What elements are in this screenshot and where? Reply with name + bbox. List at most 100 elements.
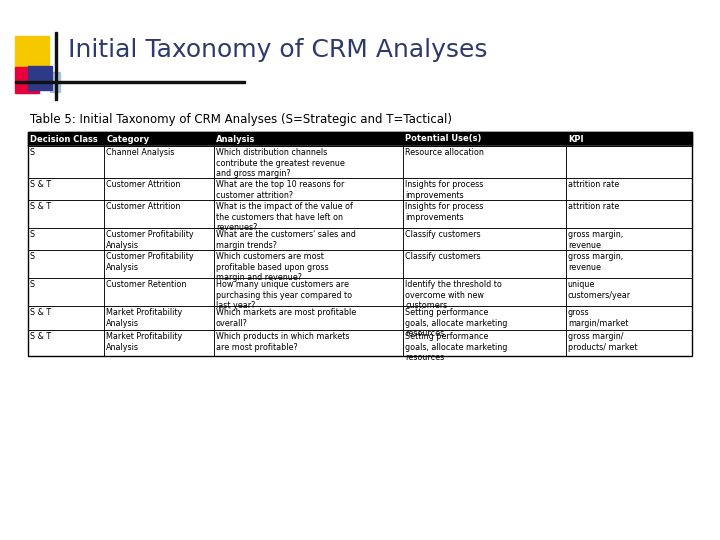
Bar bbox=[104, 178, 214, 200]
Text: S & T: S & T bbox=[30, 332, 51, 341]
Text: S: S bbox=[30, 148, 35, 157]
Bar bbox=[28, 278, 104, 306]
Bar bbox=[566, 228, 692, 250]
Bar bbox=[566, 178, 692, 200]
Bar bbox=[566, 228, 692, 250]
Bar bbox=[566, 306, 692, 330]
Bar bbox=[104, 200, 214, 228]
Bar bbox=[566, 330, 692, 356]
Bar bbox=[104, 330, 214, 356]
Bar bbox=[28, 132, 104, 146]
Bar bbox=[28, 66, 52, 90]
Text: Channel Analysis: Channel Analysis bbox=[107, 148, 175, 157]
Bar bbox=[403, 178, 566, 200]
Bar bbox=[214, 250, 403, 278]
Bar bbox=[28, 330, 104, 356]
Bar bbox=[214, 228, 403, 250]
Bar bbox=[15, 36, 49, 70]
Bar bbox=[55, 32, 57, 100]
Bar bbox=[28, 200, 104, 228]
Bar bbox=[214, 330, 403, 356]
Text: Which distribution channels
contribute the greatest revenue
and gross margin?: Which distribution channels contribute t… bbox=[216, 148, 345, 179]
Text: unique
customers/year: unique customers/year bbox=[568, 280, 631, 300]
Text: S: S bbox=[30, 280, 35, 289]
Bar bbox=[28, 178, 104, 200]
Bar bbox=[15, 81, 245, 83]
Bar bbox=[214, 200, 403, 228]
Text: S & T: S & T bbox=[30, 202, 51, 211]
Text: Customer Profitability
Analysis: Customer Profitability Analysis bbox=[107, 230, 194, 249]
Bar bbox=[214, 132, 403, 146]
Text: Setting performance
goals, allocate marketing
resources: Setting performance goals, allocate mark… bbox=[405, 308, 508, 339]
Text: Insights for process
improvements: Insights for process improvements bbox=[405, 180, 484, 200]
Text: Customer Profitability
Analysis: Customer Profitability Analysis bbox=[107, 252, 194, 272]
Bar bbox=[104, 278, 214, 306]
Bar bbox=[28, 278, 104, 306]
Bar bbox=[403, 200, 566, 228]
Bar bbox=[403, 306, 566, 330]
Text: Potential Use(s): Potential Use(s) bbox=[405, 134, 482, 144]
Text: Which customers are most
profitable based upon gross
margin and revenue?: Which customers are most profitable base… bbox=[216, 252, 328, 282]
Bar bbox=[566, 178, 692, 200]
Text: attrition rate: attrition rate bbox=[568, 202, 619, 211]
Bar bbox=[104, 306, 214, 330]
Bar bbox=[403, 330, 566, 356]
Text: Identify the threshold to
overcome with new
customers: Identify the threshold to overcome with … bbox=[405, 280, 502, 310]
Text: gross margin/
products/ market: gross margin/ products/ market bbox=[568, 332, 637, 352]
Bar bbox=[403, 132, 566, 146]
Bar bbox=[28, 132, 692, 356]
Bar bbox=[566, 132, 692, 146]
Text: Market Profitability
Analysis: Market Profitability Analysis bbox=[107, 332, 183, 352]
Bar bbox=[403, 278, 566, 306]
Text: Which products in which markets
are most profitable?: Which products in which markets are most… bbox=[216, 332, 349, 352]
Bar bbox=[214, 278, 403, 306]
Bar bbox=[28, 306, 104, 330]
Text: Category: Category bbox=[107, 134, 150, 144]
Text: gross margin,
revenue: gross margin, revenue bbox=[568, 252, 623, 272]
Bar bbox=[566, 250, 692, 278]
Bar bbox=[403, 306, 566, 330]
Bar bbox=[214, 306, 403, 330]
Text: S: S bbox=[30, 230, 35, 239]
Bar bbox=[104, 200, 214, 228]
Text: S & T: S & T bbox=[30, 180, 51, 189]
Bar bbox=[50, 72, 60, 92]
Bar bbox=[566, 132, 692, 146]
Bar bbox=[15, 67, 39, 93]
Bar bbox=[214, 146, 403, 178]
Bar bbox=[566, 200, 692, 228]
Text: gross
margin/market: gross margin/market bbox=[568, 308, 629, 328]
Text: Market Profitability
Analysis: Market Profitability Analysis bbox=[107, 308, 183, 328]
Text: Decision Class: Decision Class bbox=[30, 134, 98, 144]
Bar bbox=[566, 330, 692, 356]
Bar bbox=[104, 250, 214, 278]
Bar bbox=[566, 250, 692, 278]
Bar bbox=[403, 330, 566, 356]
Bar bbox=[104, 330, 214, 356]
Bar bbox=[28, 146, 104, 178]
Text: Setting performance
goals, allocate marketing
resources: Setting performance goals, allocate mark… bbox=[405, 332, 508, 362]
Bar bbox=[28, 200, 104, 228]
Bar bbox=[214, 250, 403, 278]
Bar bbox=[566, 306, 692, 330]
Text: S & T: S & T bbox=[30, 308, 51, 317]
Text: Customer Attrition: Customer Attrition bbox=[107, 180, 181, 189]
Text: How many unique customers are
purchasing this year compared to
last year?: How many unique customers are purchasing… bbox=[216, 280, 352, 310]
Bar bbox=[403, 178, 566, 200]
Bar bbox=[28, 228, 104, 250]
Bar bbox=[104, 250, 214, 278]
Bar bbox=[104, 132, 214, 146]
Bar bbox=[104, 228, 214, 250]
Bar bbox=[214, 306, 403, 330]
Text: What is the impact of the value of
the customers that have left on
revenues?: What is the impact of the value of the c… bbox=[216, 202, 353, 233]
Text: Which markets are most profitable
overall?: Which markets are most profitable overal… bbox=[216, 308, 356, 328]
Text: Classify customers: Classify customers bbox=[405, 230, 481, 239]
Bar bbox=[403, 146, 566, 178]
Bar bbox=[28, 178, 104, 200]
Bar bbox=[28, 250, 104, 278]
Bar bbox=[566, 146, 692, 178]
Bar bbox=[403, 200, 566, 228]
Bar bbox=[403, 146, 566, 178]
Bar bbox=[403, 250, 566, 278]
Bar bbox=[214, 200, 403, 228]
